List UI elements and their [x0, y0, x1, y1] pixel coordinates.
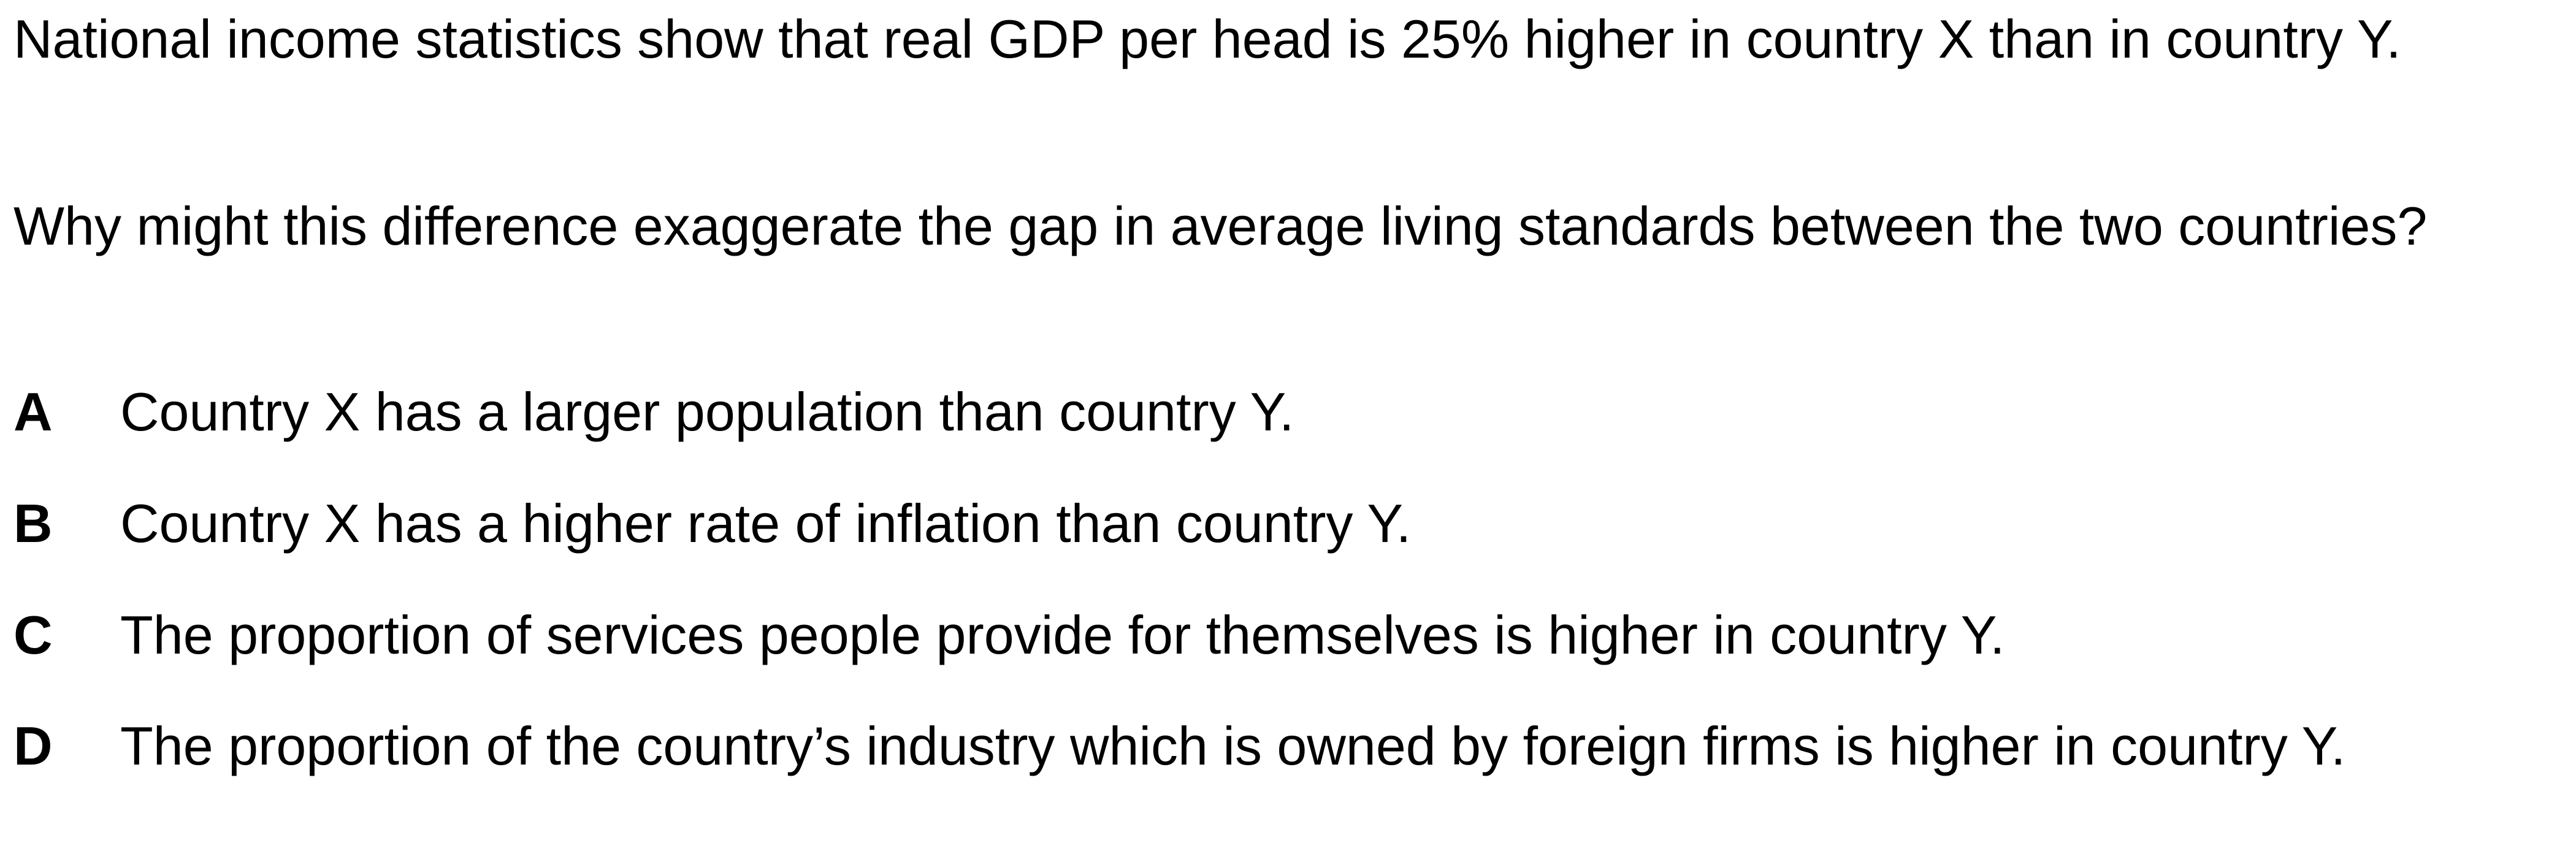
option-text: The proportion of the country’s industry…	[120, 716, 2346, 776]
option-letter: C	[13, 605, 53, 665]
option-letter: B	[13, 493, 53, 554]
option-text: The proportion of services people provid…	[120, 605, 2005, 665]
answer-option-b[interactable]: B Country X has a higher rate of inflati…	[13, 491, 2454, 556]
option-letter: A	[13, 381, 53, 442]
option-letter: D	[13, 716, 53, 776]
option-text: Country X has a higher rate of inflation…	[120, 493, 1412, 554]
answer-option-c[interactable]: C The proportion of services people prov…	[13, 602, 2454, 668]
option-text: Country X has a larger population than c…	[120, 381, 1294, 442]
answer-option-d[interactable]: D The proportion of the country’s indust…	[13, 713, 2454, 779]
answer-option-a[interactable]: A Country X has a larger population than…	[13, 379, 2454, 445]
question-stem-paragraph-1: National income statistics show that rea…	[13, 9, 2401, 69]
question-stem-paragraph-2: Why might this difference exaggerate the…	[13, 196, 2428, 256]
